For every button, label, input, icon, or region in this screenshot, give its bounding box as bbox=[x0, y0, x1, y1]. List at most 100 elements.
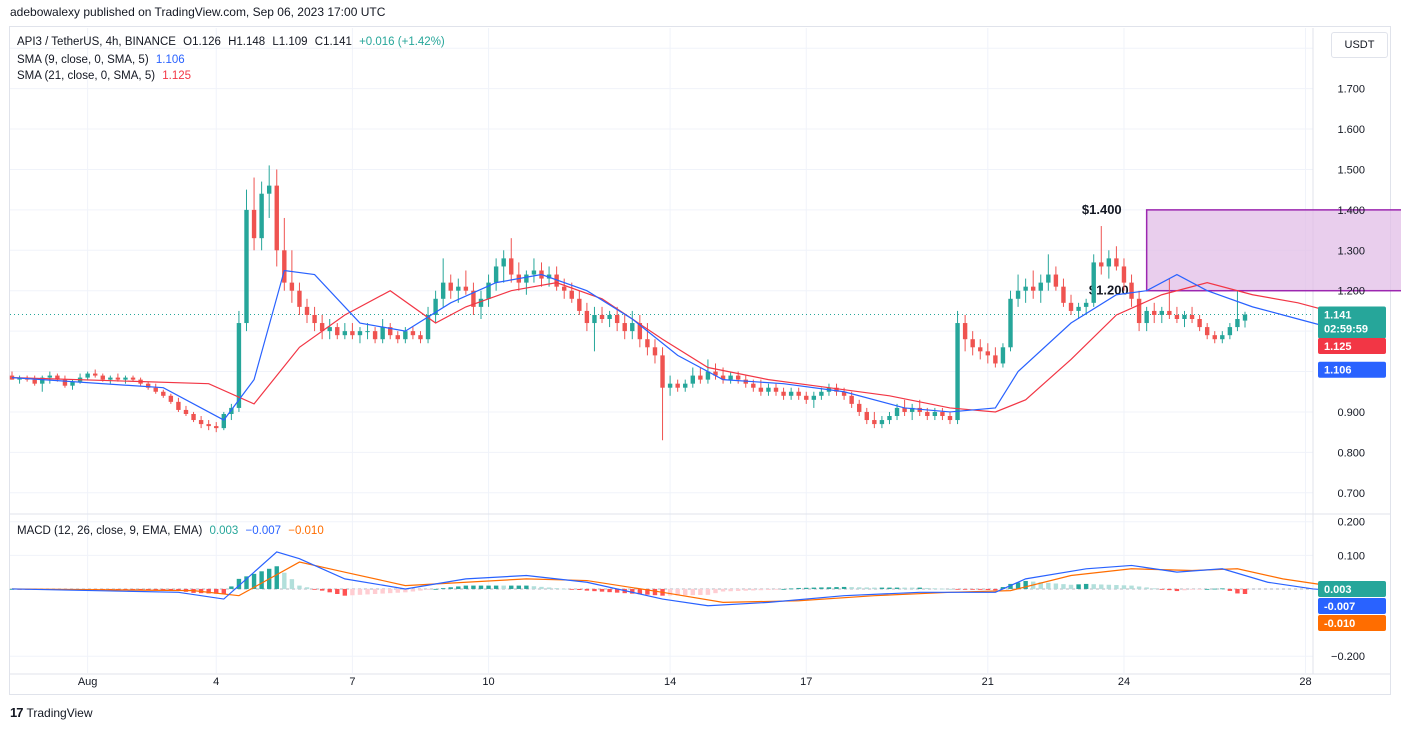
candle-body[interactable] bbox=[168, 395, 174, 402]
candle-body[interactable] bbox=[1099, 262, 1104, 267]
candle-body[interactable] bbox=[978, 347, 983, 352]
candle-body[interactable] bbox=[259, 193, 264, 239]
candle-body[interactable] bbox=[607, 314, 612, 319]
candle-body[interactable] bbox=[108, 377, 113, 380]
candle-body[interactable] bbox=[940, 411, 945, 416]
candle-body[interactable] bbox=[879, 420, 885, 425]
candle-body[interactable] bbox=[1136, 298, 1142, 324]
candle-body[interactable] bbox=[622, 323, 627, 332]
candle-body[interactable] bbox=[433, 298, 438, 315]
footer-brand[interactable]: TradingView bbox=[26, 705, 93, 720]
candle-body[interactable] bbox=[47, 375, 53, 378]
candle-body[interactable] bbox=[781, 391, 786, 396]
candle-body[interactable] bbox=[660, 355, 665, 388]
candle-body[interactable] bbox=[471, 290, 476, 307]
candle-body[interactable] bbox=[410, 331, 416, 336]
candle-body[interactable] bbox=[93, 373, 98, 376]
candle-body[interactable] bbox=[1212, 335, 1217, 340]
candle-body[interactable] bbox=[40, 377, 45, 384]
macd-legend[interactable]: MACD (12, 26, close, 9, EMA, EMA) 0.003 … bbox=[17, 525, 328, 537]
candle-body[interactable] bbox=[652, 347, 658, 356]
candle-body[interactable] bbox=[546, 274, 552, 279]
candle-body[interactable] bbox=[418, 335, 423, 340]
candle-body[interactable] bbox=[811, 395, 817, 400]
candle-body[interactable] bbox=[955, 323, 960, 421]
candle-body[interactable] bbox=[985, 351, 991, 356]
candle-body[interactable] bbox=[1015, 290, 1021, 299]
candle-body[interactable] bbox=[766, 387, 771, 392]
candle-body[interactable] bbox=[584, 310, 590, 324]
candle-body[interactable] bbox=[599, 314, 605, 319]
candle-body[interactable] bbox=[244, 209, 249, 324]
candle-body[interactable] bbox=[478, 298, 484, 307]
candle-body[interactable] bbox=[486, 282, 491, 299]
candle-body[interactable] bbox=[841, 391, 847, 396]
candle-body[interactable] bbox=[1068, 302, 1074, 311]
candle-body[interactable] bbox=[115, 377, 121, 380]
candle-body[interactable] bbox=[456, 286, 461, 291]
currency-unit-button[interactable]: USDT bbox=[1331, 32, 1388, 58]
candle-body[interactable] bbox=[902, 407, 907, 412]
candle-body[interactable] bbox=[683, 383, 688, 388]
candle-body[interactable] bbox=[887, 416, 892, 421]
candle-body[interactable] bbox=[1152, 310, 1157, 315]
candle-body[interactable] bbox=[372, 331, 378, 340]
candle-body[interactable] bbox=[728, 375, 733, 380]
candle-body[interactable] bbox=[569, 290, 574, 299]
candle-body[interactable] bbox=[403, 331, 408, 340]
candle-body[interactable] bbox=[524, 274, 529, 283]
candle-body[interactable] bbox=[1053, 274, 1059, 287]
symbol-name[interactable]: API3 / TetherUS, 4h, BINANCE bbox=[17, 36, 176, 48]
candle-body[interactable] bbox=[1235, 319, 1240, 328]
candle-body[interactable] bbox=[1167, 310, 1172, 315]
candle-body[interactable] bbox=[1076, 306, 1081, 311]
candle-body[interactable] bbox=[592, 314, 597, 324]
candle-body[interactable] bbox=[577, 298, 582, 311]
candle-body[interactable] bbox=[335, 327, 340, 336]
candle-body[interactable] bbox=[531, 270, 537, 275]
candle-body[interactable] bbox=[637, 323, 643, 340]
candle-body[interactable] bbox=[758, 387, 764, 392]
candle-body[interactable] bbox=[751, 383, 756, 388]
candle-body[interactable] bbox=[62, 379, 68, 386]
candle-body[interactable] bbox=[735, 375, 741, 380]
candle-body[interactable] bbox=[425, 314, 431, 340]
candle-body[interactable] bbox=[85, 373, 90, 378]
macd-line[interactable] bbox=[11, 551, 1374, 607]
candle-body[interactable] bbox=[176, 401, 181, 410]
candle-body[interactable] bbox=[1083, 302, 1089, 307]
candle-body[interactable] bbox=[312, 314, 317, 324]
candle-body[interactable] bbox=[894, 407, 900, 416]
candle-body[interactable] bbox=[705, 371, 711, 380]
candle-body[interactable] bbox=[713, 371, 718, 376]
candle-body[interactable] bbox=[1174, 314, 1180, 319]
candle-body[interactable] bbox=[183, 409, 189, 414]
candle-body[interactable] bbox=[925, 411, 930, 416]
candle-body[interactable] bbox=[236, 323, 242, 408]
sma9-legend[interactable]: SMA (9, close, 0, SMA, 5) 1.106 bbox=[17, 54, 189, 66]
candle-body[interactable] bbox=[1197, 319, 1202, 328]
candle-body[interactable] bbox=[773, 387, 779, 392]
candle-body[interactable] bbox=[1159, 310, 1164, 315]
candle-body[interactable] bbox=[667, 383, 673, 388]
candle-body[interactable] bbox=[1182, 314, 1187, 319]
candle-body[interactable] bbox=[645, 339, 650, 348]
candle-body[interactable] bbox=[849, 395, 854, 404]
candle-body[interactable] bbox=[1106, 258, 1112, 267]
candle-body[interactable] bbox=[993, 355, 998, 364]
candle-body[interactable] bbox=[917, 407, 922, 412]
candle-body[interactable] bbox=[614, 314, 620, 324]
candle-body[interactable] bbox=[1030, 286, 1036, 291]
candle-body[interactable] bbox=[289, 282, 295, 291]
candle-body[interactable] bbox=[698, 375, 703, 380]
tradingview-logo-icon[interactable]: 17 bbox=[10, 705, 24, 720]
symbol-legend[interactable]: API3 / TetherUS, 4h, BINANCE O1.126 H1.1… bbox=[17, 36, 449, 48]
candle-body[interactable] bbox=[1023, 286, 1028, 291]
candle-body[interactable] bbox=[440, 282, 446, 299]
candle-body[interactable] bbox=[1204, 327, 1210, 336]
candle-body[interactable] bbox=[274, 185, 279, 251]
candle-body[interactable] bbox=[32, 379, 37, 384]
candle-body[interactable] bbox=[100, 375, 105, 380]
chart-frame[interactable] bbox=[9, 26, 1391, 695]
